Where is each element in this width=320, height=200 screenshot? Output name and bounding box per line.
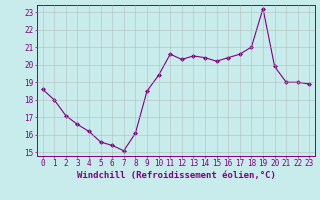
X-axis label: Windchill (Refroidissement éolien,°C): Windchill (Refroidissement éolien,°C) — [76, 171, 276, 180]
